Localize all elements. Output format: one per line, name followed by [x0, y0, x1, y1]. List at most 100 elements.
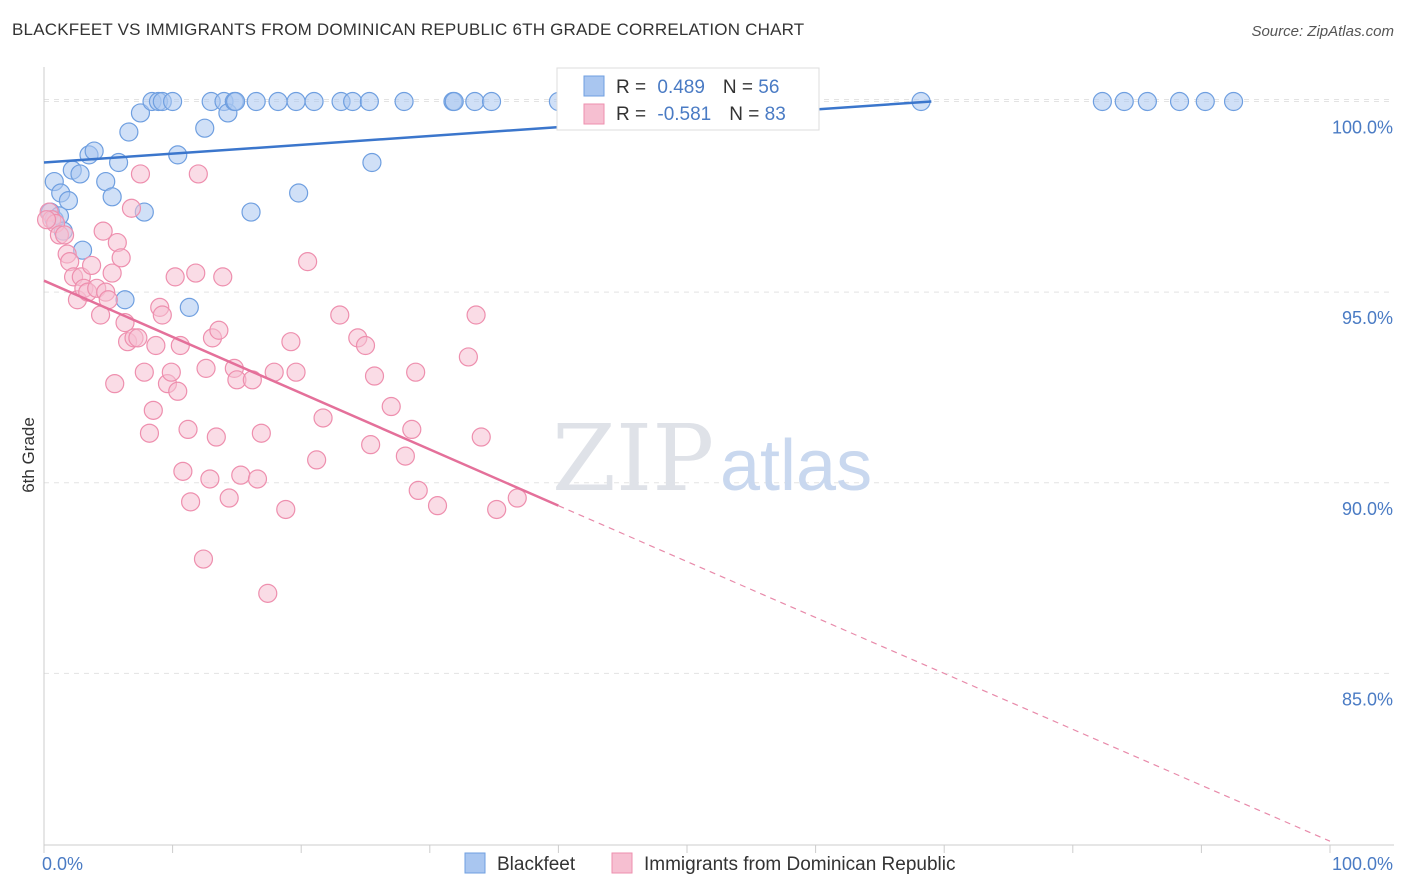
- blackfeet-point: [289, 183, 309, 203]
- stats-r-label: R =: [616, 104, 651, 125]
- dominican-point: [402, 419, 422, 440]
- legend-label-dominican: Immigrants from Dominican Republic: [644, 854, 956, 875]
- dominican-point: [408, 480, 428, 501]
- blackfeet-point: [394, 91, 414, 112]
- legend-swatch-dominican: [611, 852, 633, 874]
- dominican-point: [206, 427, 226, 447]
- dominican-point: [81, 255, 102, 276]
- blackfeet-point: [465, 91, 485, 112]
- blackfeet-point: [268, 91, 288, 112]
- dominican-point: [105, 374, 125, 394]
- dominican-point: [231, 465, 251, 485]
- stats-n-label: N =: [723, 77, 758, 98]
- stats-n-value: 56: [758, 77, 779, 98]
- dominican-point: [466, 305, 486, 325]
- dominican-point: [139, 423, 160, 443]
- stats-row-blue: R = 0.489 N = 56: [616, 77, 779, 98]
- dominican-point: [427, 496, 448, 516]
- dominican-points: [36, 164, 527, 603]
- dominican-point: [364, 366, 385, 386]
- dominican-point: [130, 164, 151, 184]
- dominican-point: [186, 263, 206, 283]
- chart-title: BLACKFEET VS IMMIGRANTS FROM DOMINICAN R…: [12, 20, 805, 39]
- dominican-point: [286, 362, 306, 382]
- stats-n-value: 83: [765, 104, 786, 125]
- stats-swatch-blue: [583, 75, 605, 97]
- dominican-point: [507, 488, 527, 508]
- stats-box: R = 0.489 N = 56 R = -0.581 N = 83: [556, 67, 820, 131]
- stats-r-value: -0.581: [657, 104, 711, 125]
- dominican-point: [209, 320, 229, 340]
- dominican-point: [355, 335, 376, 356]
- stats-r-value: 0.489: [657, 77, 705, 98]
- dominican-point: [213, 267, 233, 287]
- dominican-point: [143, 400, 163, 420]
- dominican-point: [165, 267, 185, 287]
- stats-r-label: R =: [616, 77, 651, 98]
- stats-swatch-pink: [583, 103, 605, 125]
- dominican-point: [93, 221, 113, 241]
- blackfeet-point: [362, 152, 382, 173]
- dominican-point: [178, 419, 198, 440]
- dominican-point: [121, 198, 142, 218]
- dominican-point: [313, 408, 333, 428]
- blackfeet-point: [1195, 91, 1215, 112]
- blackfeet-point: [1223, 91, 1244, 112]
- watermark: ZIP atlas: [552, 405, 872, 512]
- y-tick-label: 90.0%: [1342, 499, 1393, 519]
- blackfeet-point: [84, 141, 104, 161]
- stats-n-label: N =: [729, 104, 764, 125]
- dominican-point: [381, 396, 401, 417]
- blackfeet-point: [1114, 91, 1134, 112]
- axes: [43, 67, 1394, 853]
- blackfeet-point: [226, 91, 246, 112]
- blackfeet-point: [163, 91, 183, 112]
- blackfeet-point: [304, 91, 324, 112]
- watermark-zip: ZIP: [552, 405, 714, 512]
- dominican-point: [471, 427, 491, 447]
- dominican-point: [152, 305, 172, 325]
- legend: Blackfeet Immigrants from Dominican Repu…: [464, 852, 956, 875]
- dominican-point: [111, 248, 131, 268]
- blackfeet-point: [343, 91, 363, 112]
- blackfeet-point: [1169, 91, 1190, 112]
- y-tick-label: 95.0%: [1342, 308, 1393, 328]
- dominican-point: [281, 332, 301, 352]
- dominican-point: [36, 210, 57, 230]
- dominican-point: [200, 469, 220, 489]
- dominican-point: [219, 488, 239, 508]
- dominican-trend-line: [43, 279, 559, 507]
- dominican-point: [161, 362, 181, 382]
- dominican-point: [487, 499, 507, 520]
- dominican-point: [181, 492, 201, 512]
- blackfeet-point: [444, 91, 464, 112]
- x-tick-labels: 0.0% 100.0%: [42, 854, 1393, 874]
- blackfeet-point: [481, 91, 502, 112]
- legend-label-blackfeet: Blackfeet: [497, 854, 576, 875]
- dominican-point: [406, 362, 426, 382]
- watermark-atlas: atlas: [720, 426, 872, 506]
- blackfeet-point: [241, 202, 261, 222]
- dominican-point: [128, 328, 148, 348]
- dominican-point: [196, 358, 216, 378]
- dominican-point: [173, 461, 193, 481]
- blackfeet-point: [1137, 91, 1157, 112]
- blackfeet-point: [179, 297, 199, 317]
- stats-row-pink: R = -0.581 N = 83: [616, 104, 786, 125]
- dominican-point: [361, 435, 381, 455]
- dominican-point: [54, 225, 75, 245]
- blackfeet-point: [58, 191, 79, 211]
- source-label: Source: ZipAtlas.com: [1251, 23, 1394, 40]
- dominican-point: [134, 362, 154, 382]
- x-tick-label: 100.0%: [1332, 854, 1393, 874]
- x-tick-label: 0.0%: [42, 854, 83, 874]
- blackfeet-point: [130, 103, 151, 123]
- blackfeet-point: [286, 91, 306, 112]
- dominican-point: [251, 423, 271, 443]
- legend-swatch-blackfeet: [464, 852, 486, 874]
- dominican-point: [458, 347, 478, 367]
- dominican-point: [276, 499, 296, 520]
- dominican-point: [258, 583, 278, 603]
- blackfeet-point: [115, 290, 135, 310]
